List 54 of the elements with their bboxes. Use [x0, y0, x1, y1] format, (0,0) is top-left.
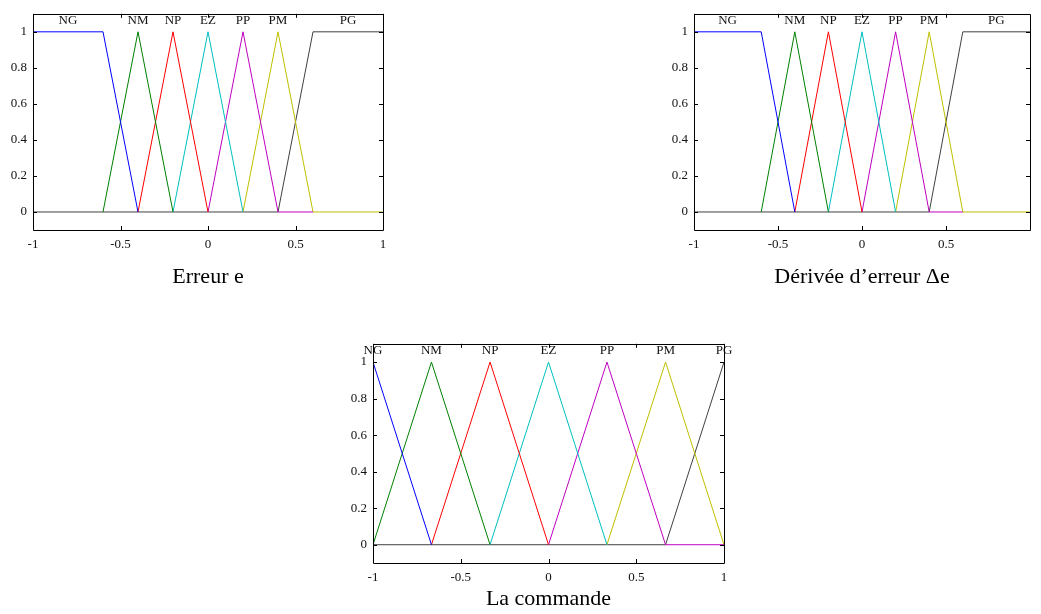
- x-tick-label: 0.5: [287, 236, 304, 252]
- series-label: NP: [481, 342, 499, 358]
- y-tick-label: 0.8: [350, 390, 367, 406]
- x-tick-label: -1: [367, 569, 379, 585]
- series-label: EZ: [200, 12, 216, 28]
- series-label: PG: [988, 12, 1005, 28]
- series-label: NM: [127, 12, 149, 28]
- x-tick-label: 0: [204, 236, 212, 252]
- y-tick-label: 1: [360, 353, 367, 369]
- series-label: NP: [820, 12, 837, 28]
- x-axis-title: La commande: [485, 584, 612, 610]
- y-tick-label: 0.6: [671, 95, 689, 111]
- series-label: NM: [420, 342, 443, 358]
- series-label: PG: [339, 12, 357, 28]
- y-tick-label: 1: [20, 23, 27, 39]
- series-label: PP: [235, 12, 251, 28]
- y-tick-label: 0: [360, 536, 367, 552]
- x-tick-label: 1: [720, 569, 728, 585]
- x-tick-label: -0.5: [450, 569, 472, 585]
- y-tick-label: 0: [20, 203, 27, 219]
- y-tick-label: 1: [681, 23, 688, 39]
- x-tick-label: 0.5: [937, 236, 955, 252]
- x-axis-title: Dérivée d’erreur Δe: [774, 262, 950, 288]
- series-label: PP: [888, 12, 903, 28]
- x-tick-label: -1: [27, 236, 39, 252]
- y-tick-label: 0.2: [671, 167, 688, 183]
- series-label: PM: [919, 12, 940, 28]
- series-label: PM: [656, 342, 676, 358]
- x-axis-title: Erreur e: [172, 262, 244, 288]
- x-tick-label: 0.5: [628, 569, 645, 585]
- series-label: EZ: [540, 342, 557, 358]
- y-tick-label: 0.4: [671, 131, 689, 147]
- series-label: NG: [718, 12, 737, 28]
- y-tick-label: 0.6: [350, 426, 368, 442]
- x-tick-label: 0: [858, 236, 866, 252]
- y-tick-label: 0: [681, 203, 688, 219]
- y-tick-label: 0.4: [10, 131, 28, 147]
- x-tick-label: -0.5: [110, 236, 131, 252]
- x-tick-label: 0: [545, 569, 552, 585]
- series-label: NM: [784, 12, 806, 28]
- y-tick-label: 0.2: [10, 167, 27, 183]
- series-label: NP: [164, 12, 182, 28]
- y-tick-label: 0.2: [350, 499, 367, 515]
- y-tick-label: 0.8: [10, 59, 27, 75]
- series-label: NG: [58, 12, 78, 28]
- series-label: PP: [599, 342, 615, 358]
- x-tick-label: -0.5: [767, 236, 789, 252]
- x-tick-label: -1: [688, 236, 700, 252]
- y-tick-label: 0.4: [350, 463, 368, 479]
- y-tick-label: 0.8: [671, 59, 688, 75]
- x-tick-label: 1: [379, 236, 387, 252]
- series-label: EZ: [854, 12, 870, 28]
- y-tick-label: 0.6: [10, 95, 28, 111]
- series-label: PM: [268, 12, 288, 28]
